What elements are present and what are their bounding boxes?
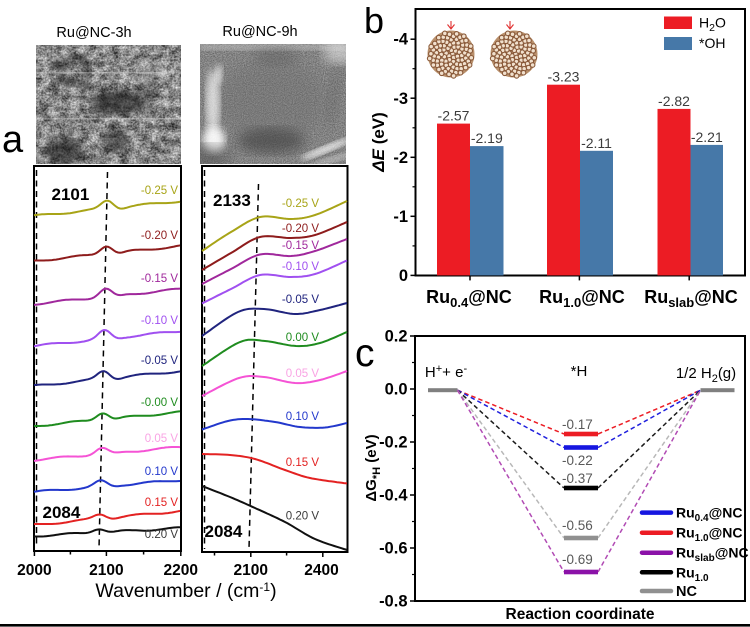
svg-text:-2.82: -2.82 — [658, 93, 690, 109]
svg-text:Ru1.0@NC: Ru1.0@NC — [539, 287, 625, 310]
svg-text:-0.20 V: -0.20 V — [282, 223, 319, 235]
svg-text:2400: 2400 — [304, 562, 338, 579]
svg-text:0.00 V: 0.00 V — [286, 332, 320, 344]
svg-text:Ru0.4@NC: Ru0.4@NC — [426, 287, 512, 310]
svg-text:-0.10 V: -0.10 V — [141, 315, 178, 327]
svg-text:1/2 H2(g): 1/2 H2(g) — [676, 365, 736, 385]
svg-text:0.10 V: 0.10 V — [286, 411, 320, 423]
svg-text:-4: -4 — [393, 31, 408, 49]
svg-text:Ru@NC-9h: Ru@NC-9h — [222, 24, 297, 40]
svg-text:-2.11: -2.11 — [581, 135, 612, 151]
svg-text:Wavenumber / (cm-1): Wavenumber / (cm-1) — [95, 580, 276, 602]
svg-text:-0.2: -0.2 — [379, 434, 407, 452]
svg-text:0.10 V: 0.10 V — [145, 466, 179, 478]
svg-text:H++ e-: H++ e- — [425, 363, 468, 381]
svg-text:b: b — [364, 0, 384, 41]
svg-text:H2O: H2O — [699, 15, 726, 35]
svg-text:-2.19: -2.19 — [471, 130, 503, 146]
svg-text:0.0: 0.0 — [385, 381, 408, 399]
svg-text:Ru@NC-3h: Ru@NC-3h — [56, 25, 131, 41]
svg-text:-0.4: -0.4 — [379, 487, 408, 505]
svg-text:0.05 V: 0.05 V — [286, 368, 320, 380]
svg-text:*OH: *OH — [699, 35, 725, 51]
svg-text:Ru0.4@NC: Ru0.4@NC — [676, 505, 742, 525]
svg-text:ΔG*H (eV): ΔG*H (eV) — [363, 434, 383, 501]
svg-text:2100: 2100 — [234, 562, 268, 579]
svg-text:-0.05 V: -0.05 V — [282, 294, 319, 306]
svg-text:Ruslab@NC: Ruslab@NC — [644, 287, 738, 310]
svg-text:0.15 V: 0.15 V — [145, 497, 179, 509]
svg-text:-0.15 V: -0.15 V — [282, 240, 319, 252]
svg-text:Ru1.0@NC: Ru1.0@NC — [676, 525, 742, 545]
svg-text:-0.37: -0.37 — [562, 471, 593, 486]
svg-text:-0.05 V: -0.05 V — [141, 355, 178, 367]
svg-text:-0.8: -0.8 — [379, 593, 407, 611]
svg-text:2084: 2084 — [205, 522, 243, 541]
svg-text:-0.10 V: -0.10 V — [282, 261, 319, 273]
svg-text:-0.25 V: -0.25 V — [282, 198, 319, 210]
svg-text:0.15 V: 0.15 V — [286, 457, 320, 469]
svg-text:2084: 2084 — [43, 503, 81, 522]
svg-text:0.05 V: 0.05 V — [145, 433, 179, 445]
svg-text:c: c — [355, 332, 375, 375]
svg-text:2133: 2133 — [213, 191, 251, 210]
svg-text:-0.56: -0.56 — [562, 518, 593, 533]
svg-text:-2.57: -2.57 — [438, 108, 470, 124]
svg-text:2100: 2100 — [89, 562, 123, 579]
svg-text:-0.25 V: -0.25 V — [141, 185, 178, 197]
svg-text:-3.23: -3.23 — [548, 69, 580, 85]
svg-text:2000: 2000 — [17, 562, 51, 579]
svg-text:-0.17: -0.17 — [562, 417, 593, 432]
svg-text:-0.69: -0.69 — [562, 552, 593, 567]
svg-text:Ruslab@NC: Ruslab@NC — [676, 545, 749, 565]
svg-text:0.2: 0.2 — [385, 328, 408, 346]
svg-text:-2.21: -2.21 — [691, 129, 723, 145]
svg-text:ΔE (eV): ΔE (eV) — [369, 112, 388, 173]
svg-text:-0.22: -0.22 — [562, 453, 593, 468]
svg-text:0.20 V: 0.20 V — [145, 529, 179, 541]
svg-text:*H: *H — [571, 363, 588, 380]
svg-text:-1: -1 — [393, 208, 408, 226]
svg-text:a: a — [2, 119, 24, 161]
svg-text:0.20 V: 0.20 V — [286, 511, 320, 523]
svg-text:NC: NC — [676, 584, 697, 600]
svg-text:2200: 2200 — [164, 562, 198, 579]
svg-text:-0.15 V: -0.15 V — [141, 273, 178, 285]
svg-text:-0.6: -0.6 — [379, 540, 407, 558]
svg-text:-0.00 V: -0.00 V — [141, 397, 178, 409]
svg-text:2101: 2101 — [52, 185, 90, 204]
svg-text:0: 0 — [399, 267, 408, 285]
svg-text:-3: -3 — [393, 90, 408, 108]
svg-text:Reaction coordinate: Reaction coordinate — [506, 606, 655, 623]
svg-text:-0.20 V: -0.20 V — [141, 230, 178, 242]
svg-text:-2: -2 — [393, 149, 408, 167]
